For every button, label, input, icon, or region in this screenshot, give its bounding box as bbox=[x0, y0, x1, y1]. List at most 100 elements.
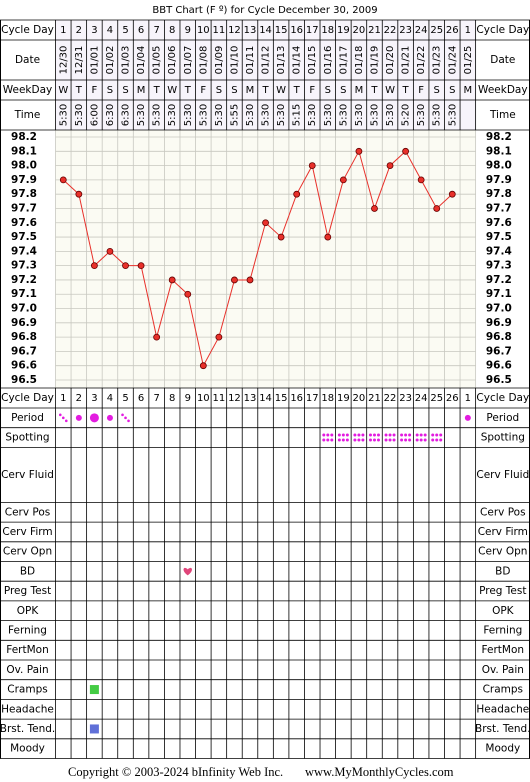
weekday: S bbox=[122, 85, 128, 96]
temperature-point bbox=[448, 190, 456, 198]
weekday: W bbox=[385, 85, 395, 96]
row-label: Time bbox=[489, 109, 516, 121]
y-tick-label: 97.0 bbox=[486, 303, 512, 315]
weekday: T bbox=[184, 85, 192, 96]
spotting-dot bbox=[361, 433, 365, 437]
time: 5:30 bbox=[214, 104, 225, 126]
date: 01/12 bbox=[261, 46, 272, 75]
y-tick-label: 97.5 bbox=[486, 231, 512, 243]
time: 5:30 bbox=[416, 104, 427, 126]
weekday: F bbox=[418, 85, 424, 96]
cycle-day: 17 bbox=[306, 393, 319, 404]
date: 01/22 bbox=[416, 46, 427, 75]
period-dot bbox=[61, 416, 65, 420]
cycle-day: 4 bbox=[107, 393, 113, 404]
date: 01/11 bbox=[245, 46, 256, 75]
header-bg bbox=[55, 20, 476, 130]
cycle-day: 15 bbox=[275, 393, 288, 404]
date: 01/06 bbox=[167, 46, 178, 75]
cycle-day: 13 bbox=[244, 393, 257, 404]
date: 01/10 bbox=[229, 46, 240, 75]
period-dot bbox=[464, 414, 471, 421]
period-dot bbox=[58, 413, 62, 417]
cycle-day: 26 bbox=[446, 25, 459, 36]
row-label: FertMon bbox=[6, 644, 49, 656]
temperature-point bbox=[308, 162, 316, 169]
y-tick-label: 96.8 bbox=[486, 331, 512, 343]
spotting-dot bbox=[415, 438, 419, 442]
cycle-day: 12 bbox=[228, 25, 241, 36]
weekday: M bbox=[246, 85, 255, 96]
weekday: W bbox=[167, 85, 177, 96]
y-tick-label: 97.4 bbox=[11, 245, 37, 257]
copyright: Copyright © 2003-2024 bInfinity Web Inc. bbox=[68, 765, 283, 779]
cycle-day: 1 bbox=[465, 393, 471, 404]
temperature-point bbox=[402, 147, 410, 155]
cycle-day: 3 bbox=[91, 393, 97, 404]
weekday: S bbox=[231, 85, 237, 96]
cycle-day: 14 bbox=[259, 25, 272, 36]
weekday: T bbox=[153, 85, 161, 96]
row-label: Period bbox=[486, 412, 519, 424]
cycle-day: 25 bbox=[430, 25, 443, 36]
row-label: BD bbox=[20, 565, 35, 577]
spotting-dot bbox=[341, 433, 345, 437]
cycle-day: 24 bbox=[415, 393, 428, 404]
y-tick-label: 96.8 bbox=[11, 331, 37, 343]
period-dot bbox=[64, 419, 68, 423]
time: 5:30 bbox=[354, 104, 365, 126]
cycle-day: 18 bbox=[321, 393, 334, 404]
spotting-dot bbox=[322, 438, 326, 442]
date: 01/07 bbox=[183, 46, 194, 75]
spotting-dot bbox=[384, 438, 388, 442]
spotting-dot bbox=[404, 438, 408, 442]
site-link[interactable]: www.MyMonthlyCycles.com bbox=[305, 765, 454, 779]
period-dot bbox=[124, 416, 127, 420]
time: 5:30 bbox=[276, 104, 287, 126]
cycle-day: 3 bbox=[91, 25, 97, 36]
spotting-dot bbox=[400, 438, 404, 442]
cycle-day: 4 bbox=[107, 25, 113, 36]
time: 5:30 bbox=[323, 104, 334, 126]
date: 01/05 bbox=[152, 46, 163, 75]
spotting-dot bbox=[408, 433, 412, 437]
weekday: S bbox=[340, 85, 346, 96]
cycle-day: 5 bbox=[122, 25, 128, 36]
cycle-day: 9 bbox=[185, 393, 191, 404]
cycle-day: 22 bbox=[384, 25, 397, 36]
date: 01/04 bbox=[136, 46, 147, 75]
spotting-dot bbox=[345, 433, 349, 437]
time: 5:20 bbox=[401, 104, 412, 126]
temperature-point bbox=[137, 262, 145, 270]
row-label: Spotting bbox=[481, 432, 525, 444]
temperature-point bbox=[277, 233, 285, 241]
weekday: F bbox=[200, 85, 206, 96]
cycle-day: 10 bbox=[197, 25, 210, 36]
spotting-dot bbox=[361, 438, 365, 442]
spotting-dot bbox=[415, 433, 419, 437]
cycle-day: 19 bbox=[337, 393, 350, 404]
spotting-dot bbox=[388, 433, 392, 437]
spotting-dot bbox=[392, 438, 396, 442]
row-label: Time bbox=[14, 109, 41, 121]
row-label: Cycle Day bbox=[1, 392, 54, 404]
cycle-day: 23 bbox=[399, 393, 412, 404]
row-label: Headache bbox=[476, 703, 529, 715]
date: 01/23 bbox=[432, 46, 443, 75]
row-label: Cerv Firm bbox=[478, 526, 528, 538]
spotting-dot bbox=[372, 438, 376, 442]
cycle-day: 7 bbox=[153, 25, 159, 36]
spotting-dot bbox=[423, 433, 427, 437]
row-label: FertMon bbox=[482, 644, 525, 656]
spotting-dot bbox=[376, 438, 380, 442]
row-label: Ferning bbox=[483, 624, 522, 636]
cycle-day: 21 bbox=[368, 25, 381, 36]
row-label: Brst. Tend. bbox=[0, 723, 55, 735]
row-label: Brst. Tend. bbox=[475, 723, 530, 735]
spotting-dot bbox=[408, 438, 412, 442]
temperature-point bbox=[386, 162, 394, 169]
row-label: Cerv Pos bbox=[5, 506, 51, 518]
cycle-day: 16 bbox=[290, 25, 303, 36]
bd-heart bbox=[183, 567, 192, 576]
weekday: S bbox=[434, 85, 440, 96]
